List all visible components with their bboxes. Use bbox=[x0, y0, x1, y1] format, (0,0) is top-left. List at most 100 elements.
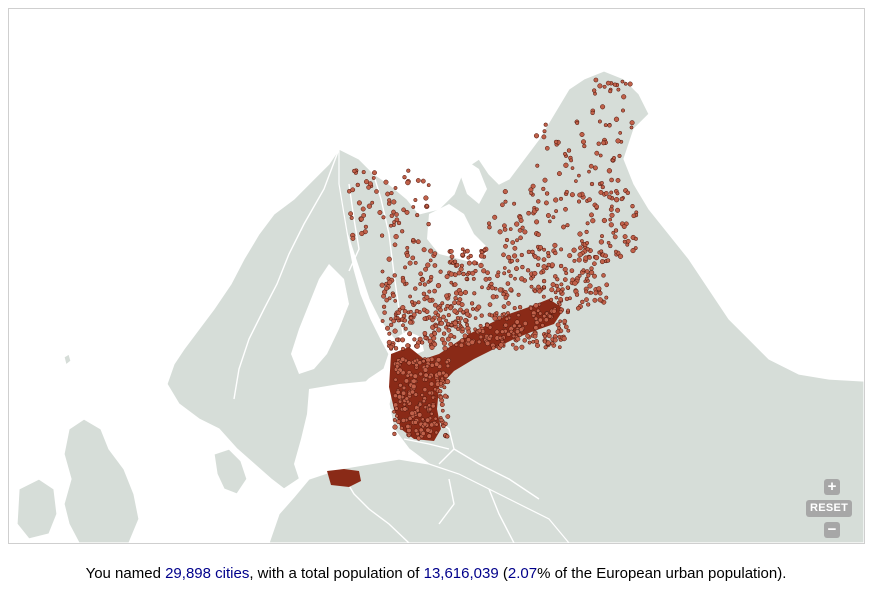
city-marker[interactable] bbox=[421, 291, 427, 297]
city-marker[interactable] bbox=[584, 297, 589, 302]
zoom-in-button[interactable]: + bbox=[824, 479, 840, 495]
city-marker[interactable] bbox=[444, 293, 450, 299]
city-marker[interactable] bbox=[577, 192, 583, 198]
city-marker[interactable] bbox=[482, 248, 487, 252]
city-marker[interactable] bbox=[392, 328, 398, 334]
city-marker[interactable] bbox=[559, 247, 564, 252]
city-marker[interactable] bbox=[612, 82, 618, 87]
city-marker[interactable] bbox=[432, 251, 438, 256]
city-marker[interactable] bbox=[440, 337, 445, 342]
city-marker[interactable] bbox=[448, 341, 454, 347]
city-marker[interactable] bbox=[520, 264, 525, 270]
city-marker[interactable] bbox=[513, 276, 517, 281]
city-marker[interactable] bbox=[512, 201, 517, 206]
city-marker[interactable] bbox=[564, 271, 569, 276]
city-marker[interactable] bbox=[394, 337, 400, 342]
city-marker[interactable] bbox=[401, 207, 406, 213]
city-marker[interactable] bbox=[442, 345, 448, 352]
city-marker[interactable] bbox=[511, 331, 516, 336]
city-marker[interactable] bbox=[395, 364, 400, 369]
city-marker[interactable] bbox=[477, 328, 482, 333]
city-marker[interactable] bbox=[401, 385, 407, 391]
city-marker[interactable] bbox=[543, 122, 548, 127]
city-marker[interactable] bbox=[371, 176, 376, 180]
city-marker[interactable] bbox=[387, 198, 392, 203]
city-marker[interactable] bbox=[382, 310, 387, 315]
city-marker[interactable] bbox=[497, 315, 502, 321]
city-marker[interactable] bbox=[394, 212, 399, 217]
city-marker[interactable] bbox=[476, 304, 482, 310]
city-marker[interactable] bbox=[533, 289, 538, 294]
city-marker[interactable] bbox=[577, 231, 583, 237]
city-marker[interactable] bbox=[589, 212, 594, 218]
city-marker[interactable] bbox=[575, 305, 581, 311]
city-marker[interactable] bbox=[597, 297, 603, 303]
city-marker[interactable] bbox=[495, 273, 500, 279]
city-marker[interactable] bbox=[363, 224, 368, 229]
city-marker[interactable] bbox=[370, 200, 375, 205]
city-marker[interactable] bbox=[460, 252, 465, 257]
city-marker[interactable] bbox=[408, 294, 413, 299]
city-marker[interactable] bbox=[465, 272, 470, 277]
city-marker[interactable] bbox=[400, 337, 406, 343]
city-marker[interactable] bbox=[512, 245, 518, 251]
city-marker[interactable] bbox=[515, 238, 519, 243]
city-marker[interactable] bbox=[615, 207, 621, 213]
city-marker[interactable] bbox=[565, 223, 570, 228]
city-marker[interactable] bbox=[392, 220, 397, 225]
city-marker[interactable] bbox=[565, 285, 570, 290]
city-marker[interactable] bbox=[533, 325, 539, 331]
city-marker[interactable] bbox=[440, 376, 445, 381]
city-marker[interactable] bbox=[404, 281, 409, 286]
city-marker[interactable] bbox=[466, 329, 472, 335]
city-marker[interactable] bbox=[589, 290, 594, 295]
city-marker[interactable] bbox=[619, 196, 624, 202]
city-marker[interactable] bbox=[387, 279, 393, 285]
city-marker[interactable] bbox=[363, 179, 370, 185]
city-marker[interactable] bbox=[504, 316, 509, 321]
city-marker[interactable] bbox=[596, 286, 602, 292]
city-marker[interactable] bbox=[630, 248, 636, 254]
city-marker[interactable] bbox=[608, 222, 614, 228]
city-marker[interactable] bbox=[571, 247, 577, 253]
city-marker[interactable] bbox=[569, 192, 575, 198]
city-marker[interactable] bbox=[494, 311, 499, 315]
city-marker[interactable] bbox=[613, 249, 618, 254]
city-marker[interactable] bbox=[463, 318, 468, 323]
city-marker[interactable] bbox=[402, 318, 407, 323]
city-marker[interactable] bbox=[436, 357, 442, 363]
city-marker[interactable] bbox=[501, 291, 506, 297]
city-marker[interactable] bbox=[599, 249, 604, 254]
city-marker[interactable] bbox=[438, 394, 444, 400]
city-marker[interactable] bbox=[549, 297, 554, 302]
city-marker[interactable] bbox=[592, 261, 597, 267]
city-marker[interactable] bbox=[445, 379, 451, 385]
city-marker[interactable] bbox=[405, 373, 410, 378]
city-marker[interactable] bbox=[424, 309, 430, 315]
city-marker[interactable] bbox=[552, 242, 558, 248]
city-marker[interactable] bbox=[448, 249, 454, 254]
city-marker[interactable] bbox=[508, 287, 514, 293]
city-marker[interactable] bbox=[436, 371, 443, 377]
city-marker[interactable] bbox=[528, 306, 534, 311]
city-marker[interactable] bbox=[466, 255, 471, 260]
city-marker[interactable] bbox=[400, 417, 406, 423]
city-marker[interactable] bbox=[605, 80, 611, 86]
city-marker[interactable] bbox=[399, 426, 404, 431]
city-marker[interactable] bbox=[444, 274, 450, 280]
city-marker[interactable] bbox=[570, 166, 575, 170]
city-marker[interactable] bbox=[429, 381, 435, 387]
city-marker[interactable] bbox=[394, 406, 399, 411]
city-marker[interactable] bbox=[413, 428, 419, 433]
city-marker[interactable] bbox=[429, 422, 435, 428]
city-marker[interactable] bbox=[541, 257, 547, 262]
city-marker[interactable] bbox=[515, 258, 520, 263]
city-marker[interactable] bbox=[535, 262, 541, 268]
city-marker[interactable] bbox=[554, 295, 559, 300]
city-marker[interactable] bbox=[594, 204, 599, 209]
city-marker[interactable] bbox=[597, 119, 602, 124]
city-marker[interactable] bbox=[479, 313, 484, 318]
city-marker[interactable] bbox=[429, 363, 435, 368]
city-marker[interactable] bbox=[405, 343, 411, 349]
city-marker[interactable] bbox=[504, 237, 510, 243]
